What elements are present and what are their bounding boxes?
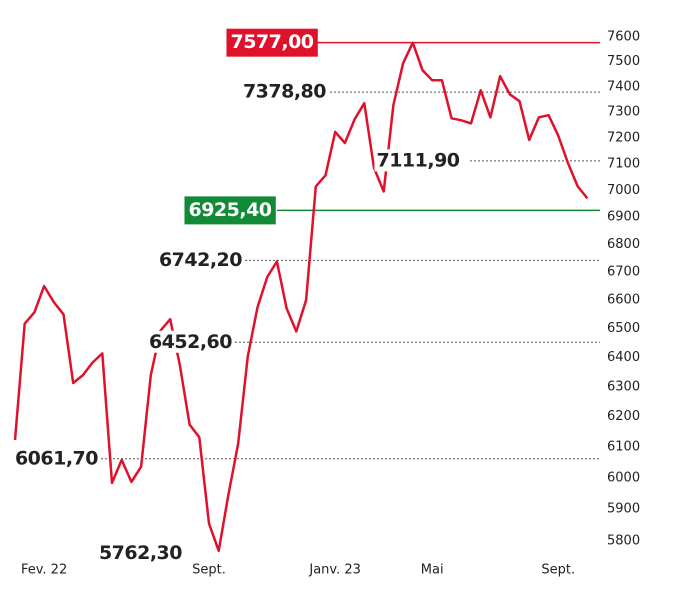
series-line: [13, 41, 589, 553]
label-bg: [12, 447, 101, 470]
y-tick-label: 7100: [607, 156, 640, 171]
y-tick-label: 7400: [607, 79, 640, 94]
annotation-label: 7577,00: [230, 31, 313, 53]
annotation-label: 6061,70: [15, 447, 98, 469]
y-tick-label: 5800: [607, 534, 640, 549]
y-tick-label: 6000: [607, 470, 640, 485]
x-tick-label: Janv. 23: [308, 563, 361, 578]
annotation-label: 7111,90: [376, 149, 459, 171]
y-tick-label: 7000: [607, 183, 640, 198]
x-tick-label: Sept.: [541, 563, 575, 578]
label-bg: [240, 80, 329, 103]
y-tick-label: 6800: [607, 237, 640, 252]
annotation-box: [226, 28, 318, 57]
y-tick-label: 7500: [607, 54, 640, 69]
annotation-label: 5762,30: [99, 542, 182, 564]
y-tick-label: 6900: [607, 210, 640, 225]
annotation-box: [184, 196, 276, 225]
y-tick-label: 6200: [607, 409, 640, 424]
y-tick-label: 6400: [607, 350, 640, 365]
y-tick-label: 7200: [607, 130, 640, 145]
y-tick-label: 6700: [607, 265, 640, 280]
y-tick-label: 5900: [607, 502, 640, 517]
x-tick-label: Sept.: [192, 563, 226, 578]
x-tick-label: Mai: [421, 563, 444, 578]
y-tick-label: 7600: [607, 30, 640, 45]
annotation-label: 6452,60: [149, 331, 232, 353]
annotation-label: 6742,20: [159, 249, 242, 271]
label-bg: [146, 330, 235, 353]
label-bg: [374, 149, 462, 172]
y-tick-label: 6500: [607, 321, 640, 336]
y-tick-label: 6100: [607, 440, 640, 455]
annotation-label: 7378,80: [243, 81, 326, 103]
x-tick-label: Fev. 22: [21, 563, 67, 578]
y-tick-label: 6600: [607, 293, 640, 308]
annotation-label: 6925,40: [188, 199, 271, 221]
label-bg: [96, 541, 185, 564]
y-tick-label: 6300: [607, 379, 640, 394]
label-bg: [156, 248, 245, 271]
y-tick-label: 7300: [607, 105, 640, 120]
